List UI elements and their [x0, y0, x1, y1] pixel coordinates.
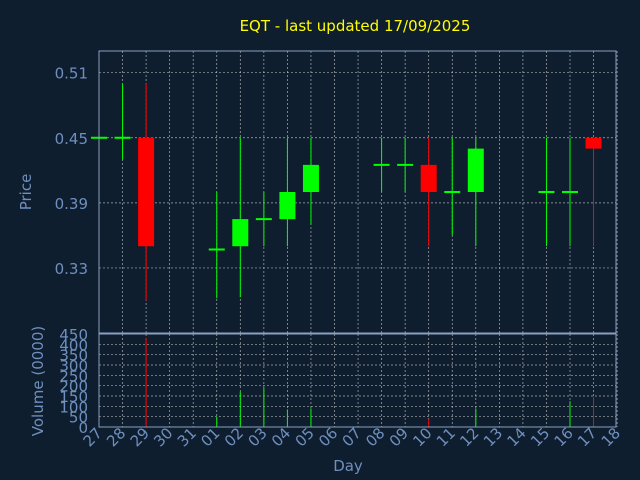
candle-body: [585, 137, 602, 149]
axes-layer: 0.510.450.390.33450400350300250200150100…: [55, 50, 624, 450]
volume-tick-label: 200: [59, 378, 88, 396]
x-tick-label: 16: [551, 424, 577, 450]
chart-title: EQT - last updated 17/09/2025: [240, 17, 471, 35]
candle-body: [114, 136, 131, 139]
x-tick-label: 05: [292, 424, 318, 450]
price-tick-label: 0.45: [55, 130, 88, 148]
x-tick-label: 17: [574, 424, 600, 450]
volume-tick-label: 350: [59, 347, 88, 365]
candle-body: [420, 164, 437, 192]
x-tick-label: 01: [197, 424, 223, 450]
x-tick-label: 04: [268, 424, 294, 450]
x-tick-label: 07: [339, 424, 365, 450]
candle-body: [467, 148, 484, 192]
candle-body: [138, 137, 155, 247]
x-tick-label: 11: [433, 424, 459, 450]
x-tick-label: 06: [315, 424, 341, 450]
candle-body: [538, 191, 555, 193]
price-axis-label: Price: [17, 174, 35, 211]
volume-panel-frame: [98, 333, 617, 428]
x-tick-label: 02: [221, 424, 247, 450]
x-tick-label: 29: [127, 424, 153, 450]
price-panel-frame: [98, 50, 617, 334]
volume-tick-label: 100: [59, 398, 88, 416]
volume-tick-label: 250: [59, 367, 88, 385]
x-tick-label: 18: [598, 424, 624, 450]
candle-body: [397, 163, 414, 166]
candle-body: [444, 191, 461, 193]
x-tick-label: 12: [456, 424, 482, 450]
candle-body: [562, 191, 578, 193]
x-tick-label: 28: [103, 424, 129, 450]
x-tick-label: 30: [150, 424, 176, 450]
x-tick-label: 14: [503, 424, 529, 450]
candle-body: [208, 248, 225, 251]
x-tick-label: 08: [362, 424, 388, 450]
volume-axis-label: Volume (0000): [29, 326, 47, 436]
x-tick-label: 10: [409, 424, 435, 450]
x-tick-label: 09: [386, 424, 412, 450]
volume-tick-label: 450: [59, 326, 88, 344]
x-tick-label: 15: [527, 424, 553, 450]
volume-tick-label: 50: [69, 409, 88, 427]
volume-tick-label: 150: [59, 388, 88, 406]
x-tick-label: 03: [244, 424, 270, 450]
volume-tick-label: 0: [78, 419, 88, 437]
volume-tick-label: 300: [59, 357, 88, 375]
candle-body: [373, 163, 390, 166]
candle-body: [302, 164, 319, 192]
price-tick-label: 0.33: [55, 260, 88, 278]
x-tick-label: 13: [480, 424, 506, 450]
price-tick-label: 0.39: [55, 195, 88, 213]
grid-layer: [98, 51, 618, 428]
candle-body: [232, 219, 249, 247]
volume-tick-label: 400: [59, 336, 88, 354]
candle-body: [255, 218, 272, 221]
price-tick-label: 0.51: [55, 65, 88, 83]
x-tick-label: 31: [174, 424, 200, 450]
marks-layer: [91, 83, 602, 427]
x-axis-label: Day: [333, 457, 363, 475]
candle-body: [279, 192, 296, 220]
